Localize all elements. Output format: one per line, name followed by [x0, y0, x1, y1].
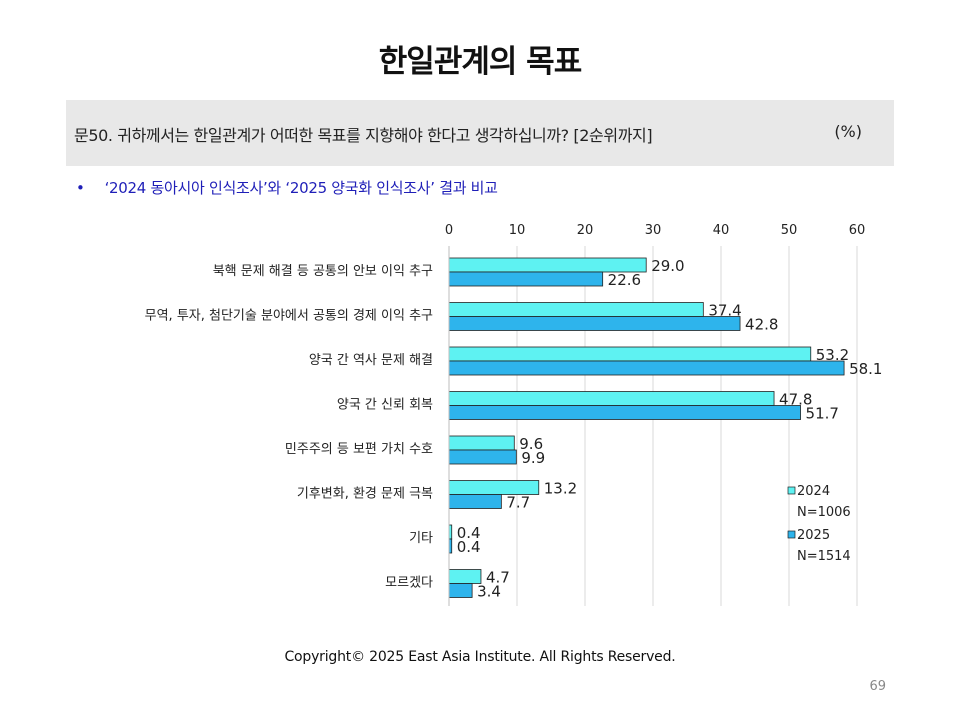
- data-label: 0.4: [457, 538, 481, 556]
- x-tick-label: 0: [445, 223, 453, 238]
- bar-2024: [448, 391, 775, 406]
- category-label: 민주주의 등 보편 가치 수호: [285, 442, 433, 457]
- data-label: 9.9: [521, 449, 545, 467]
- page-number: 69: [869, 679, 886, 694]
- data-label: 4.7: [486, 569, 510, 587]
- category-label: 기후변화, 환경 문제 극복: [297, 487, 433, 502]
- category-label: 무역, 투자, 첨단기술 분야에서 공통의 경제 이익 추구: [145, 309, 433, 324]
- data-label: 22.6: [608, 271, 641, 289]
- category-label: 양국 간 역사 문제 해결: [309, 353, 433, 368]
- x-tick-label: 50: [781, 223, 798, 238]
- x-tick-label: 30: [645, 223, 662, 238]
- bar-2024: [448, 257, 647, 273]
- page-title: 한일관계의 목표: [378, 44, 582, 80]
- copyright: Copyright© 2025 East Asia Institute. All…: [284, 649, 676, 665]
- bar-2025: [448, 583, 473, 598]
- x-tick-label: 10: [509, 223, 526, 238]
- question-text: 문50. 귀하께서는 한일관계가 어떠한 목표를 지향해야 한다고 생각하십니까…: [74, 126, 653, 145]
- legend-sample-size: N=1006: [797, 505, 851, 520]
- data-label: 9.6: [519, 435, 543, 453]
- data-label: 42.8: [745, 316, 778, 334]
- bar-2024: [448, 302, 704, 317]
- category-label: 양국 간 신뢰 회복: [337, 398, 433, 413]
- bar-2025: [448, 360, 845, 376]
- bar-chart: 0 10 20 30 40 50 60 북핵 문제 해결 등 공통의 안보 이익 추구 29.0…: [145, 223, 882, 606]
- bar-2024: [448, 346, 812, 362]
- data-label: 37.4: [708, 302, 741, 320]
- x-tick-label: 60: [849, 223, 866, 238]
- data-label: 13.2: [544, 480, 577, 498]
- data-label: 0.4: [457, 524, 481, 542]
- legend-swatch: [787, 486, 796, 495]
- legend-swatch: [787, 530, 796, 539]
- data-label: 51.7: [806, 405, 839, 423]
- data-label: 3.4: [477, 583, 501, 601]
- data-label: 58.1: [849, 360, 882, 378]
- bar-2024: [448, 569, 482, 584]
- bar-2025: [448, 271, 604, 287]
- data-label: 7.7: [506, 494, 530, 512]
- data-label: 53.2: [816, 346, 849, 364]
- bar-2024: [448, 435, 515, 451]
- comparison-note-text: ‘2024 동아시아 인식조사’와 ‘2025 양국화 인식조사’ 결과 비교: [104, 179, 498, 197]
- data-label: 29.0: [651, 257, 684, 275]
- x-tick-label: 20: [577, 223, 594, 238]
- category-label: 북핵 문제 해결 등 공통의 안보 이익 추구: [213, 264, 433, 279]
- legend-label: 2025: [797, 528, 830, 543]
- bar-2025: [448, 449, 517, 465]
- bar-2025: [448, 316, 741, 331]
- question-box: 문50. 귀하께서는 한일관계가 어떠한 목표를 지향해야 한다고 생각하십니까…: [66, 100, 894, 166]
- bar-2024: [448, 480, 540, 495]
- x-tick-label: 40: [713, 223, 730, 238]
- category-label: 모르겠다: [385, 576, 433, 591]
- bar-2025: [448, 494, 502, 509]
- legend-sample-size: N=1514: [797, 549, 851, 564]
- legend-label: 2024: [797, 484, 830, 499]
- comparison-note: • ‘2024 동아시아 인식조사’와 ‘2025 양국화 인식조사’ 결과 비교: [76, 177, 498, 198]
- unit-label: (%): [834, 122, 862, 141]
- bullet-icon: •: [76, 179, 85, 197]
- data-label: 47.8: [779, 391, 812, 409]
- category-label: 기타: [409, 531, 433, 546]
- bar-2025: [448, 405, 801, 420]
